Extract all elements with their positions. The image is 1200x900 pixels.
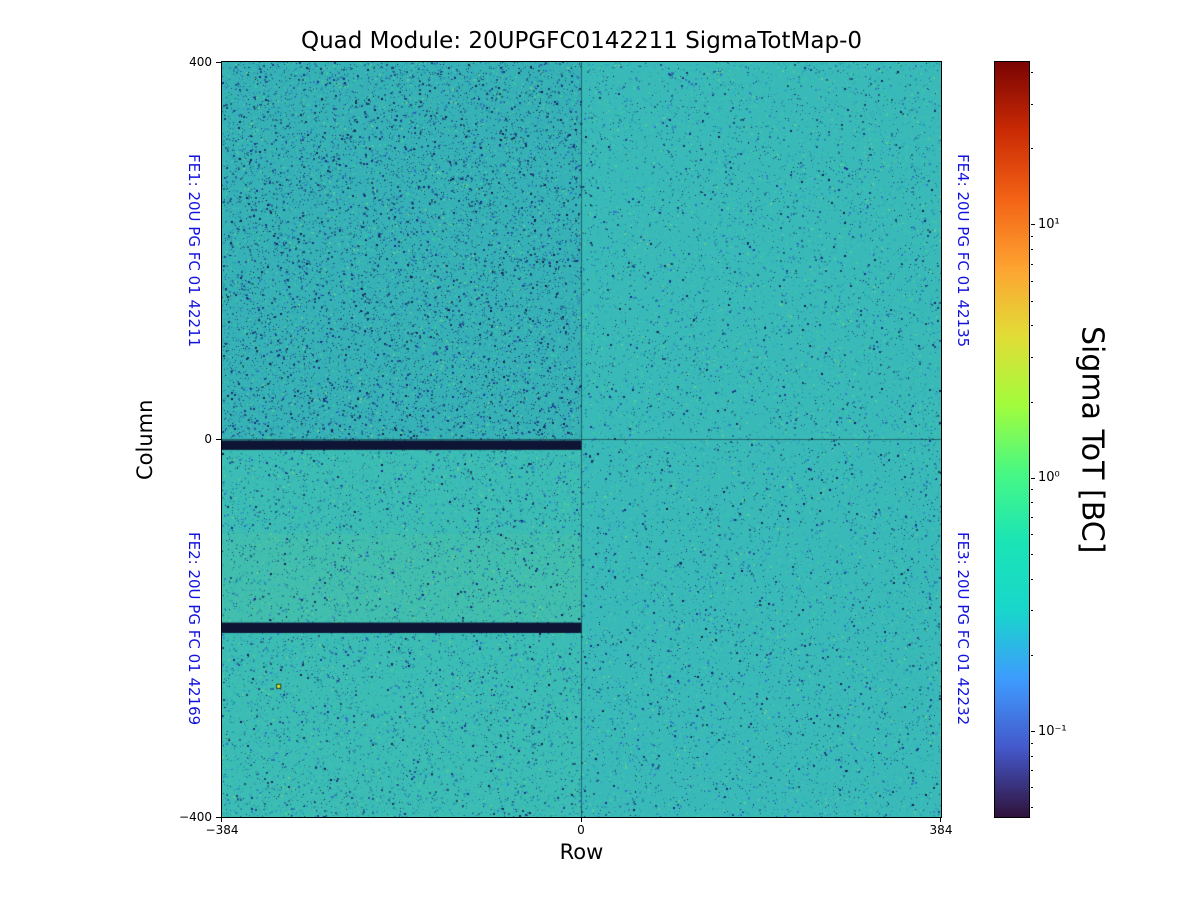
x-tick-label: 0	[577, 823, 585, 837]
fe3-label: FE3: 20U PG FC 01 42232	[954, 531, 972, 726]
colorbar-minor-tick	[1031, 103, 1033, 105]
colorbar-minor-tick	[1031, 654, 1033, 656]
y-tick-mark	[216, 61, 221, 63]
colorbar-minor-tick	[1031, 742, 1033, 744]
colorbar-minor-tick	[1031, 554, 1033, 556]
colorbar-minor-tick	[1031, 325, 1033, 327]
y-tick-mark	[216, 816, 221, 818]
colorbar-tick-label-1: 10⁰	[1038, 470, 1060, 486]
x-axis-label: Row	[559, 840, 604, 864]
colorbar-minor-tick	[1031, 610, 1033, 612]
colorbar-minor-tick	[1031, 489, 1033, 491]
colorbar-minor-tick	[1031, 280, 1033, 282]
colorbar-major-tick	[1031, 224, 1035, 226]
y-axis-label: Column	[133, 399, 157, 480]
colorbar-minor-tick	[1031, 502, 1033, 504]
colorbar-label: Sigma ToT [BC]	[1074, 325, 1110, 554]
heatmap-canvas	[222, 62, 941, 817]
colorbar-minor-tick	[1031, 236, 1033, 238]
colorbar-major-tick	[1031, 731, 1035, 733]
colorbar-minor-tick	[1031, 578, 1033, 580]
colorbar-major-tick	[1031, 477, 1035, 479]
colorbar-minor-tick	[1031, 517, 1033, 519]
colorbar-tick-label-2: 10⁻¹	[1038, 723, 1067, 739]
x-tick-label: −384	[205, 823, 239, 837]
y-tick-label: 0	[204, 432, 212, 446]
plot-title: Quad Module: 20UPGFC0142211 SigmaTotMap-…	[301, 28, 862, 54]
plot-area	[221, 61, 942, 818]
colorbar-minor-tick	[1031, 807, 1033, 809]
colorbar	[994, 61, 1030, 818]
colorbar-minor-tick	[1031, 770, 1033, 772]
colorbar-minor-tick	[1031, 249, 1033, 251]
y-tick-mark	[216, 439, 221, 440]
colorbar-minor-tick	[1031, 300, 1033, 302]
fe4-label: FE4: 20U PG FC 01 42135	[954, 154, 972, 348]
colorbar-tick-label-0: 10¹	[1038, 216, 1060, 232]
colorbar-minor-tick	[1031, 263, 1033, 265]
colorbar-minor-tick	[1031, 533, 1033, 535]
colorbar-minor-tick	[1031, 148, 1033, 150]
fe2-label: FE2: 20U PG FC 01 42169	[185, 531, 203, 726]
colorbar-minor-tick	[1031, 787, 1033, 789]
colorbar-minor-tick	[1031, 401, 1033, 403]
colorbar-minor-tick	[1031, 356, 1033, 358]
x-tick-mark	[221, 818, 222, 822]
colorbar-minor-tick	[1031, 755, 1033, 757]
y-tick-label: 400	[189, 55, 212, 69]
fe1-label: FE1: 20U PG FC 01 42211	[185, 154, 203, 348]
x-tick-mark	[581, 818, 582, 822]
y-tick-label: −400	[179, 810, 212, 824]
x-tick-label: 384	[929, 823, 953, 837]
x-tick-mark	[940, 818, 941, 822]
colorbar-minor-tick	[1031, 71, 1033, 73]
